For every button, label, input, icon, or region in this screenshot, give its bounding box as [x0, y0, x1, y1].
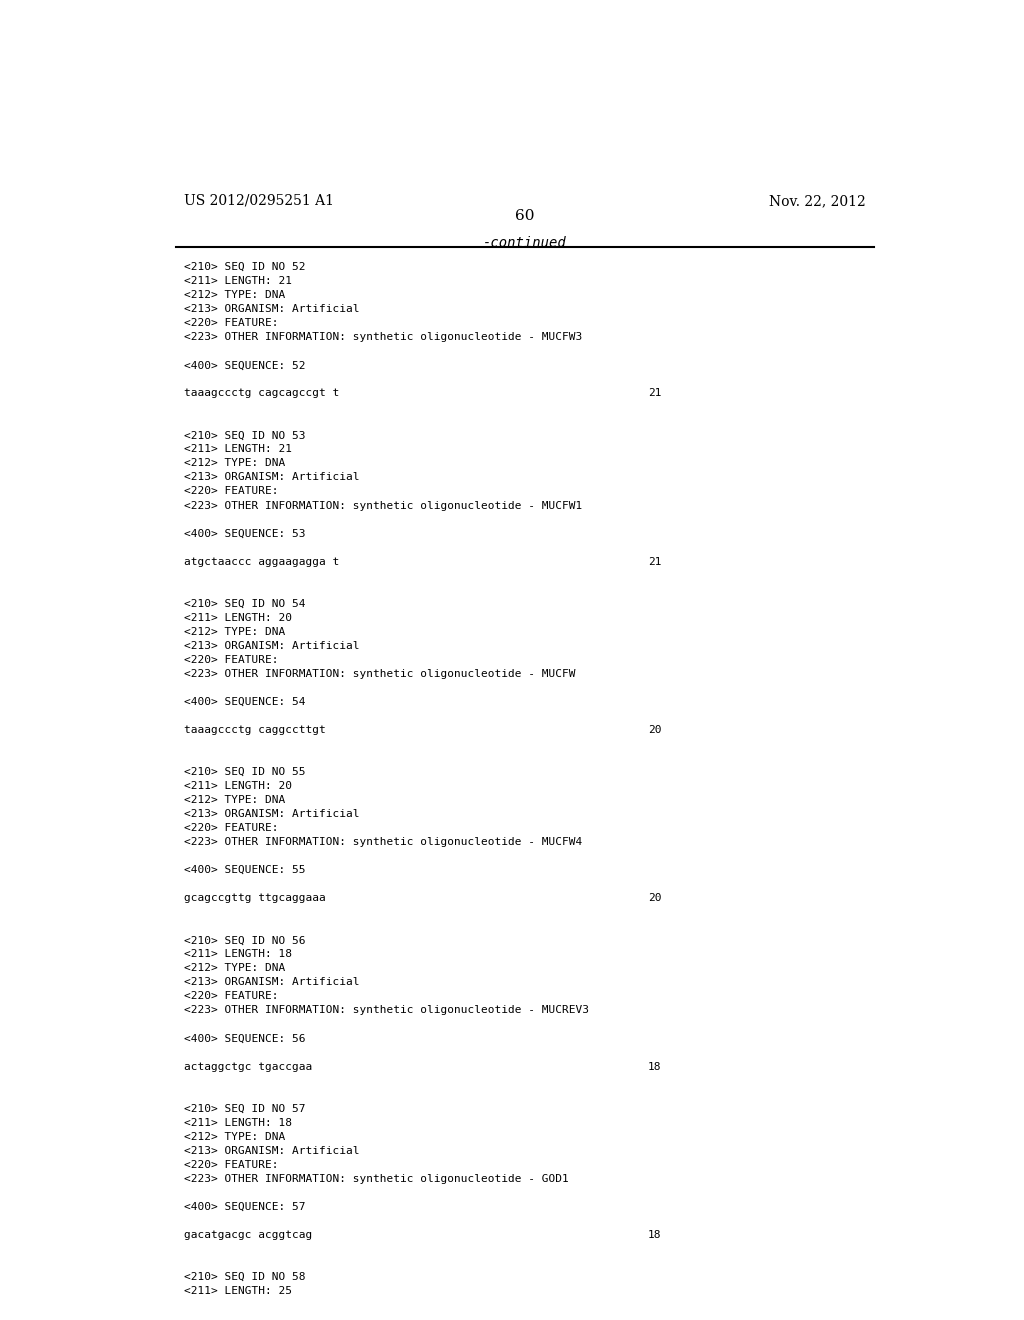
Text: -continued: -continued — [483, 236, 566, 249]
Text: <400> SEQUENCE: 54: <400> SEQUENCE: 54 — [183, 697, 305, 708]
Text: <400> SEQUENCE: 53: <400> SEQUENCE: 53 — [183, 528, 305, 539]
Text: <223> OTHER INFORMATION: synthetic oligonucleotide - MUCFW3: <223> OTHER INFORMATION: synthetic oligo… — [183, 333, 582, 342]
Text: <223> OTHER INFORMATION: synthetic oligonucleotide - GOD1: <223> OTHER INFORMATION: synthetic oligo… — [183, 1173, 568, 1184]
Text: <400> SEQUENCE: 57: <400> SEQUENCE: 57 — [183, 1201, 305, 1212]
Text: <212> TYPE: DNA: <212> TYPE: DNA — [183, 964, 285, 973]
Text: <211> LENGTH: 21: <211> LENGTH: 21 — [183, 445, 292, 454]
Text: <220> FEATURE:: <220> FEATURE: — [183, 824, 279, 833]
Text: <211> LENGTH: 20: <211> LENGTH: 20 — [183, 781, 292, 791]
Text: <211> LENGTH: 18: <211> LENGTH: 18 — [183, 949, 292, 960]
Text: <213> ORGANISM: Artificial: <213> ORGANISM: Artificial — [183, 809, 359, 820]
Text: <213> ORGANISM: Artificial: <213> ORGANISM: Artificial — [183, 473, 359, 483]
Text: <210> SEQ ID NO 56: <210> SEQ ID NO 56 — [183, 936, 305, 945]
Text: <210> SEQ ID NO 57: <210> SEQ ID NO 57 — [183, 1104, 305, 1114]
Text: <223> OTHER INFORMATION: synthetic oligonucleotide - MUCFW: <223> OTHER INFORMATION: synthetic oligo… — [183, 669, 575, 678]
Text: <210> SEQ ID NO 58: <210> SEQ ID NO 58 — [183, 1272, 305, 1282]
Text: <212> TYPE: DNA: <212> TYPE: DNA — [183, 290, 285, 300]
Text: <210> SEQ ID NO 54: <210> SEQ ID NO 54 — [183, 599, 305, 609]
Text: <212> TYPE: DNA: <212> TYPE: DNA — [183, 627, 285, 636]
Text: <223> OTHER INFORMATION: synthetic oligonucleotide - MUCREV3: <223> OTHER INFORMATION: synthetic oligo… — [183, 1006, 589, 1015]
Text: 20: 20 — [648, 894, 662, 903]
Text: <213> ORGANISM: Artificial: <213> ORGANISM: Artificial — [183, 304, 359, 314]
Text: 18: 18 — [648, 1230, 662, 1239]
Text: taaagccctg cagcagccgt t: taaagccctg cagcagccgt t — [183, 388, 339, 399]
Text: <400> SEQUENCE: 52: <400> SEQUENCE: 52 — [183, 360, 305, 370]
Text: 18: 18 — [648, 1061, 662, 1072]
Text: actaggctgc tgaccgaa: actaggctgc tgaccgaa — [183, 1061, 311, 1072]
Text: <220> FEATURE:: <220> FEATURE: — [183, 318, 279, 329]
Text: <210> SEQ ID NO 55: <210> SEQ ID NO 55 — [183, 767, 305, 777]
Text: US 2012/0295251 A1: US 2012/0295251 A1 — [183, 194, 334, 209]
Text: 60: 60 — [515, 210, 535, 223]
Text: <400> SEQUENCE: 55: <400> SEQUENCE: 55 — [183, 865, 305, 875]
Text: <210> SEQ ID NO 52: <210> SEQ ID NO 52 — [183, 263, 305, 272]
Text: <212> TYPE: DNA: <212> TYPE: DNA — [183, 1131, 285, 1142]
Text: <212> TYPE: DNA: <212> TYPE: DNA — [183, 795, 285, 805]
Text: <223> OTHER INFORMATION: synthetic oligonucleotide - MUCFW1: <223> OTHER INFORMATION: synthetic oligo… — [183, 500, 582, 511]
Text: <223> OTHER INFORMATION: synthetic oligonucleotide - MUCFW4: <223> OTHER INFORMATION: synthetic oligo… — [183, 837, 582, 847]
Text: <220> FEATURE:: <220> FEATURE: — [183, 991, 279, 1002]
Text: <211> LENGTH: 18: <211> LENGTH: 18 — [183, 1118, 292, 1127]
Text: atgctaaccc aggaagagga t: atgctaaccc aggaagagga t — [183, 557, 339, 566]
Text: <220> FEATURE:: <220> FEATURE: — [183, 655, 279, 665]
Text: <220> FEATURE:: <220> FEATURE: — [183, 1160, 279, 1170]
Text: Nov. 22, 2012: Nov. 22, 2012 — [769, 194, 866, 209]
Text: 20: 20 — [648, 725, 662, 735]
Text: <211> LENGTH: 21: <211> LENGTH: 21 — [183, 276, 292, 286]
Text: <210> SEQ ID NO 53: <210> SEQ ID NO 53 — [183, 430, 305, 441]
Text: <213> ORGANISM: Artificial: <213> ORGANISM: Artificial — [183, 1146, 359, 1156]
Text: <213> ORGANISM: Artificial: <213> ORGANISM: Artificial — [183, 977, 359, 987]
Text: 21: 21 — [648, 557, 662, 566]
Text: gcagccgttg ttgcaggaaa: gcagccgttg ttgcaggaaa — [183, 894, 326, 903]
Text: gacatgacgc acggtcag: gacatgacgc acggtcag — [183, 1230, 311, 1239]
Text: <400> SEQUENCE: 56: <400> SEQUENCE: 56 — [183, 1034, 305, 1044]
Text: <220> FEATURE:: <220> FEATURE: — [183, 487, 279, 496]
Text: taaagccctg caggccttgt: taaagccctg caggccttgt — [183, 725, 326, 735]
Text: <212> TYPE: DNA: <212> TYPE: DNA — [183, 458, 285, 469]
Text: <211> LENGTH: 25: <211> LENGTH: 25 — [183, 1286, 292, 1296]
Text: <211> LENGTH: 20: <211> LENGTH: 20 — [183, 612, 292, 623]
Text: <213> ORGANISM: Artificial: <213> ORGANISM: Artificial — [183, 640, 359, 651]
Text: 21: 21 — [648, 388, 662, 399]
